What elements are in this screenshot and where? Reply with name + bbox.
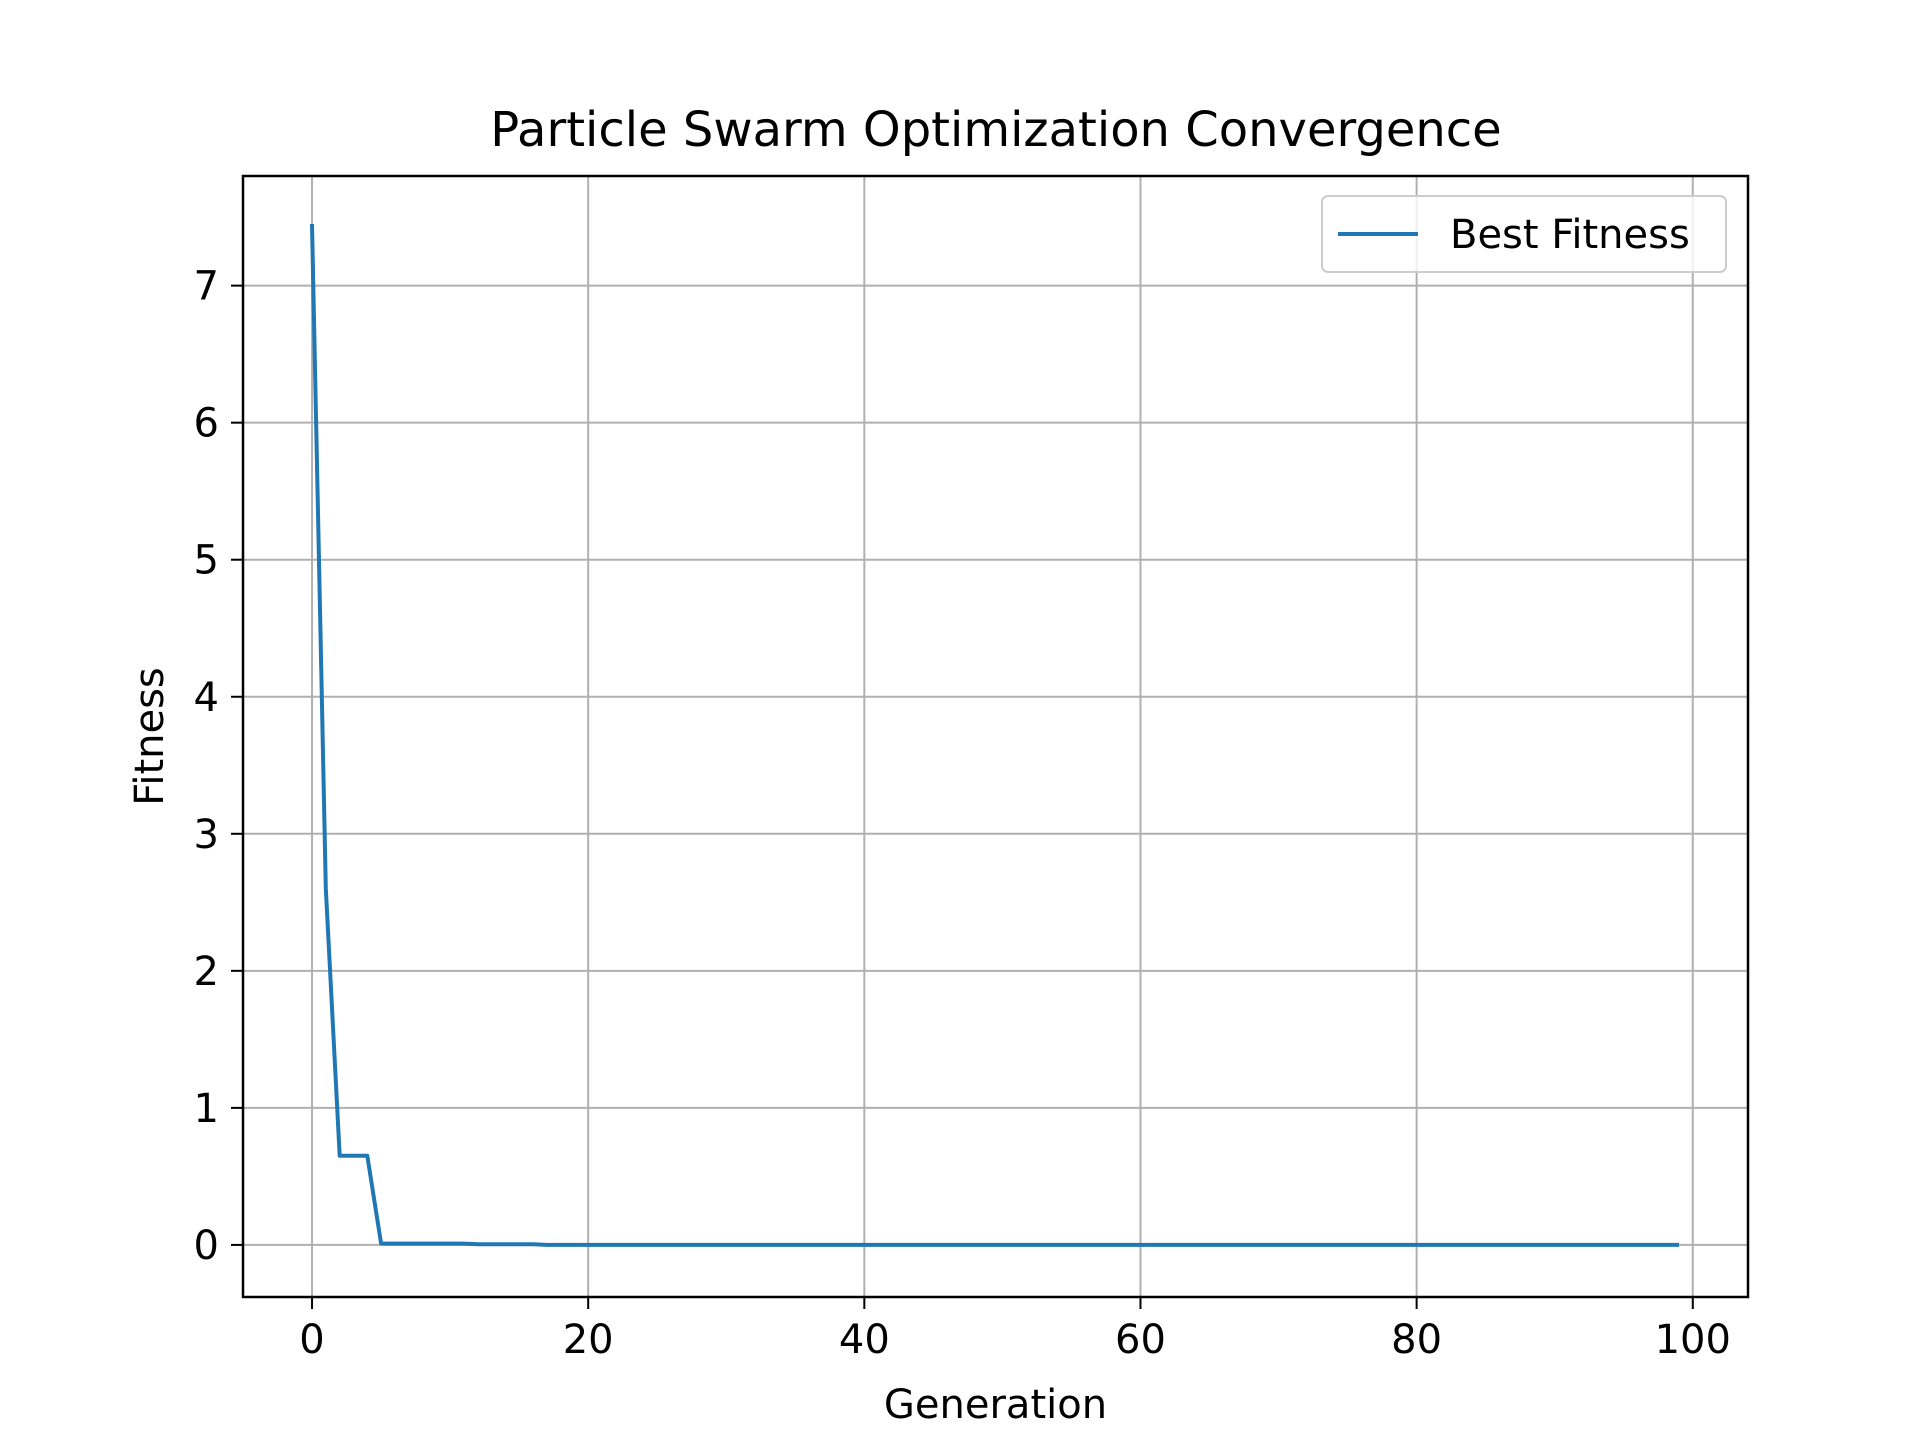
x-tick-label: 20 — [563, 1317, 614, 1363]
y-tick-label: 4 — [194, 675, 219, 721]
y-tick-label: 5 — [194, 538, 219, 584]
legend-label-best-fitness: Best Fitness — [1450, 212, 1690, 258]
chart-title: Particle Swarm Optimization Convergence — [490, 102, 1501, 158]
y-tick-label: 3 — [194, 812, 219, 858]
y-tick-label: 6 — [194, 401, 219, 447]
y-axis-label: Fitness — [127, 667, 173, 806]
y-tick-label: 2 — [194, 949, 219, 995]
y-tick-label: 0 — [194, 1223, 219, 1269]
x-axis-label: Generation — [884, 1382, 1107, 1428]
axes-frame — [241, 174, 1750, 1299]
x-tick-label: 0 — [299, 1317, 324, 1363]
plot-area — [310, 223, 1679, 1247]
series-line-best-fitness — [310, 223, 1679, 1247]
legend: Best Fitness — [1321, 195, 1727, 273]
legend-box — [1321, 195, 1727, 273]
x-tick-label: 80 — [1391, 1317, 1442, 1363]
x-tick-label: 60 — [1115, 1317, 1166, 1363]
x-tick-label: 100 — [1655, 1317, 1731, 1363]
y-tick-label: 7 — [194, 264, 219, 310]
x-tick-label: 40 — [839, 1317, 890, 1363]
grid-lines — [243, 176, 1748, 1297]
y-axis-ticks: 0 1 2 3 4 5 6 7 — [194, 264, 243, 1269]
y-tick-label: 1 — [194, 1086, 219, 1132]
x-axis-ticks: 0 20 40 60 80 100 — [299, 1297, 1731, 1363]
